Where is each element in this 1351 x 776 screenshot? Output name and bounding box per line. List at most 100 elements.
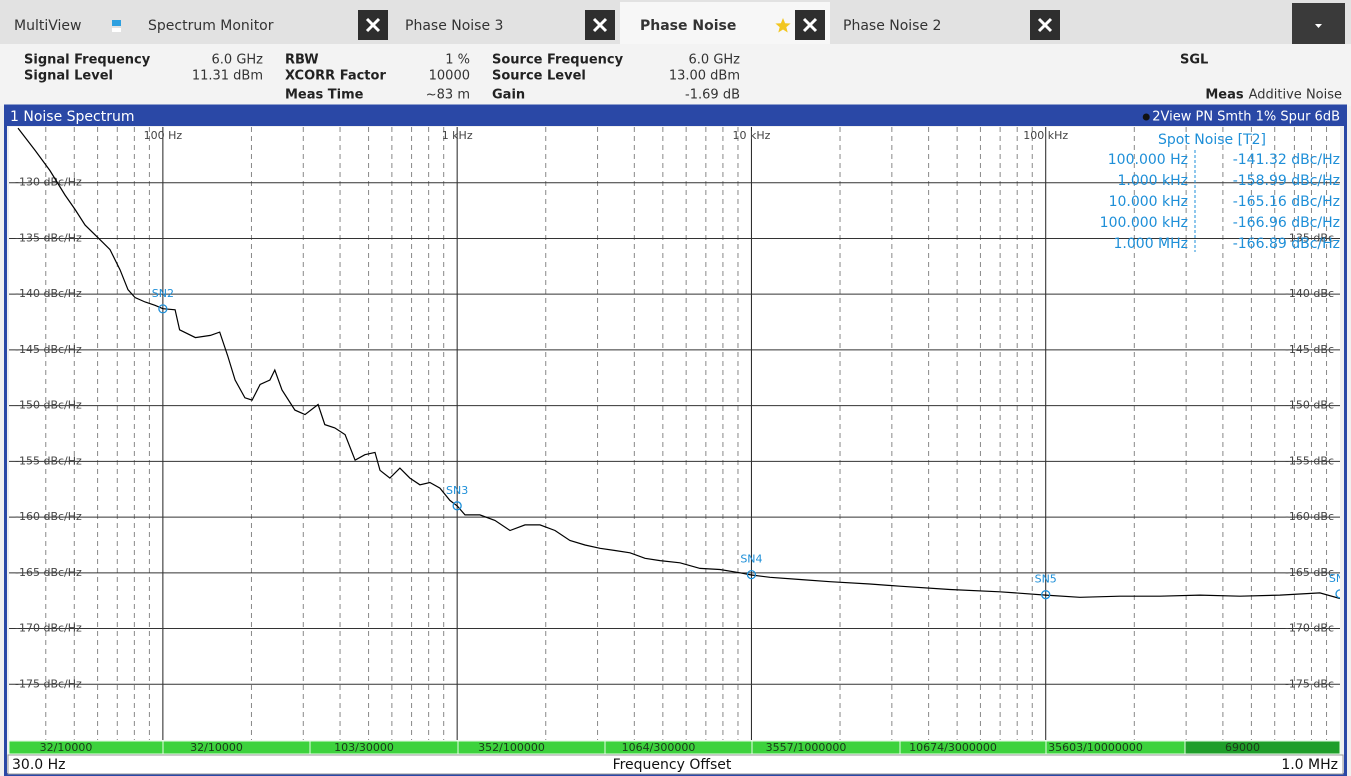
y-tick-label-right: -160 dBc [1285,510,1334,523]
tab-label[interactable]: Spectrum Monitor [148,18,274,34]
status-segment-label: 1064/300000 [622,741,696,754]
y-tick-label-right: -135 dBc [1285,231,1334,244]
marker-label: SN6 [1329,572,1351,585]
dropdown-button[interactable] [1292,3,1345,44]
info-value: 6.0 GHz [689,53,741,68]
info-label: Signal Frequency [24,53,151,68]
marker [1335,589,1340,599]
tab-label[interactable]: Phase Noise 2 [843,18,941,34]
y-tick-label: -135 dBc/Hz [15,231,82,244]
info-label: Signal Level [24,69,113,84]
close-icon [365,17,381,33]
window-title-bar [4,106,1347,126]
status-segment [1184,740,1341,755]
y-tick-label: -145 dBc/Hz [15,343,82,356]
marker [158,304,168,314]
spot-frequency: 100.000 kHz [1100,215,1188,231]
status-segment-label: 3557/1000000 [766,741,847,754]
tab[interactable]: Phase Noise 3 [405,10,615,40]
status-dot [1142,113,1150,121]
marker-label: SN2 [152,287,174,300]
grid [9,127,1340,740]
x-tick-label: 100 Hz [144,129,183,142]
multiview-icon-b [112,28,121,32]
status-segment-label: 10674/3000000 [909,741,997,754]
tab[interactable]: MultiView [14,18,81,34]
y-tick-label-right: -155 dBc [1285,454,1334,467]
info-value: 1 % [445,53,470,68]
meas-label: Meas [1205,88,1244,103]
dropdown-icon [1315,24,1322,28]
y-tick-label: -155 dBc/Hz [15,454,82,467]
spot-frequency: 1.000 MHz [1114,236,1188,252]
tab-label[interactable]: MultiView [14,18,81,34]
tab[interactable]: Phase Noise 2 [843,10,1060,40]
status-segment-label: 69000 [1225,741,1260,754]
marker-label: SN5 [1035,573,1057,586]
spot-frequency: 10.000 kHz [1109,194,1188,210]
y-tick-label-right: -140 dBc [1285,287,1334,300]
x-tick-label: 1 kHz [442,129,473,142]
spot-frequency: 100.000 Hz [1108,152,1188,168]
y-tick-label: -170 dBc/Hz [15,622,82,635]
y-tick-label: -165 dBc/Hz [15,566,82,579]
y-tick-label-right: -150 dBc [1285,399,1334,412]
y-tick-label: -140 dBc/Hz [15,287,82,300]
marker-label: SN3 [446,484,468,497]
plot-area [9,127,1340,740]
close-icon [592,17,608,33]
info-value: ~83 m [426,88,470,103]
status-segment-label: 35603/10000000 [1048,741,1143,754]
window-status: 2View PN Smth 1% Spur 6dB [1152,110,1340,125]
info-label: RBW [285,53,319,68]
info-value: 13.00 dBm [669,69,740,84]
trace [17,127,1340,600]
info-label: Source Level [492,69,586,84]
y-tick-label: -160 dBc/Hz [15,510,82,523]
spot-frequency: 1.000 kHz [1117,173,1188,189]
y-tick-label: -150 dBc/Hz [15,399,82,412]
status-segment-label: 103/30000 [334,741,394,754]
info-value: -1.69 dB [685,88,740,103]
status-segment-label: 352/100000 [478,741,545,754]
star-icon [775,18,791,33]
close-icon [1037,17,1053,33]
info-panel [0,44,1351,106]
status-segment-label: 32/10000 [190,741,243,754]
y-tick-label-right: -145 dBc [1285,343,1334,356]
spot-level: -141.32 dBc/Hz [1233,152,1340,168]
marker-label: SN4 [740,553,762,566]
x-axis-label: Frequency Offset [613,757,732,773]
y-tick-label-right: -165 dBc [1285,566,1334,579]
marker [746,569,757,580]
meas-value: Additive Noise [1249,88,1342,103]
multiview-icon-a [112,20,121,26]
tab[interactable]: Phase Noise [640,10,825,40]
spot-level: -165.16 dBc/Hz [1233,194,1340,210]
y-tick-label: -130 dBc/Hz [15,176,82,189]
status-segment-label: 32/10000 [40,741,93,754]
info-label: Source Frequency [492,53,624,68]
tab[interactable]: Spectrum Monitor [148,10,388,40]
sweep-mode: SGL [1180,53,1208,68]
info-label: Meas Time [285,88,364,103]
info-value: 11.31 dBm [192,69,263,84]
footer [7,754,1344,775]
info-label: Gain [492,88,525,103]
tab-label[interactable]: Phase Noise [640,18,736,34]
window-title: 1 Noise Spectrum [10,109,134,125]
spot-level: -166.89 dBc/Hz [1233,236,1340,252]
y-tick-label-right: -175 dBc [1285,677,1334,690]
close-icon [802,17,818,33]
x-tick-label: 100 kHz [1023,129,1068,142]
marker [1041,590,1051,600]
x-tick-label: 10 kHz [732,129,770,142]
spot-level: -158.99 dBc/Hz [1233,173,1340,189]
spot-level: -166.96 dBc/Hz [1233,215,1340,231]
y-tick-label-right: -170 dBc [1285,622,1334,635]
spot-noise-title: Spot Noise [T2] [1158,132,1266,148]
tab-label[interactable]: Phase Noise 3 [405,18,503,34]
x-start: 30.0 Hz [12,757,66,773]
